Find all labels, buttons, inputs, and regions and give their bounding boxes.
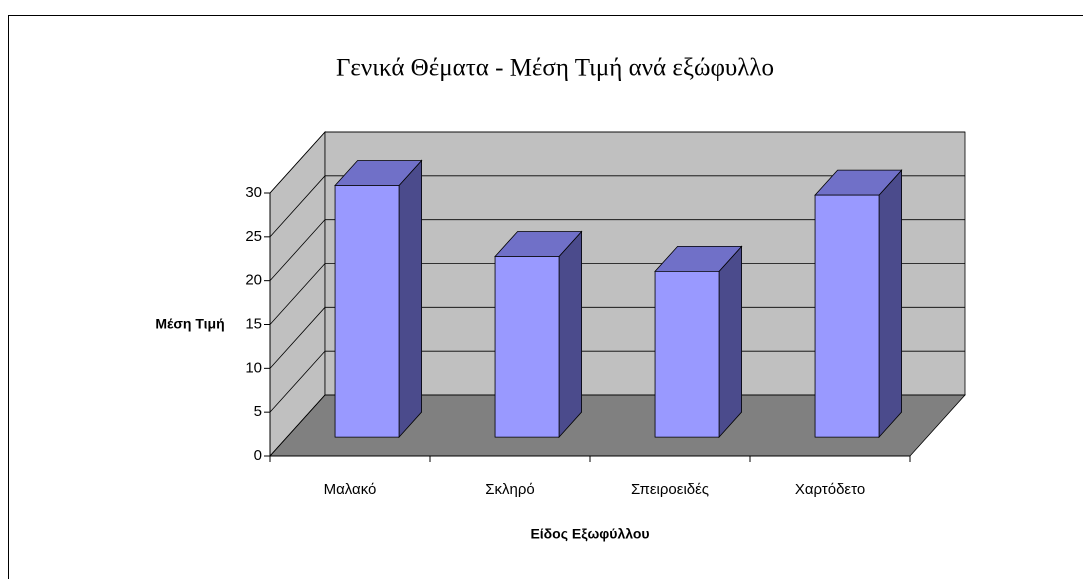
grid-line: [269, 350, 965, 413]
grid-line: [269, 306, 965, 369]
x-tick-label: Μαλακό: [324, 481, 377, 498]
grid-line: [269, 263, 965, 325]
y-tick-label: 25: [245, 228, 262, 245]
x-tick-label: Σπειροειδές: [631, 481, 709, 498]
x-tick-label: Χαρτόδετο: [795, 481, 865, 498]
y-tick-label: 15: [245, 315, 262, 332]
bar: [654, 245, 743, 439]
chart-title: Γενικά Θέματα - Μέση Τιμή ανά εξώφυλλο: [336, 55, 774, 82]
y-axis-title: Μέση Τιμή: [155, 316, 224, 332]
y-tick-label: 0: [254, 447, 262, 464]
bar: [494, 230, 583, 439]
y-tick-label: 10: [245, 359, 262, 376]
y-tick-label: 20: [245, 272, 262, 289]
bar: [334, 159, 423, 439]
grid-line: [269, 131, 965, 194]
grid-line: [269, 219, 965, 281]
y-tick-label: 30: [245, 184, 262, 201]
x-axis-title: Είδος Εξωφύλλου: [530, 526, 649, 542]
grid-line: [269, 175, 965, 238]
y-tick-label: 5: [254, 403, 262, 420]
grid-line: [269, 394, 965, 457]
x-tick-label: Σκληρό: [485, 481, 535, 498]
bar: [814, 169, 903, 439]
